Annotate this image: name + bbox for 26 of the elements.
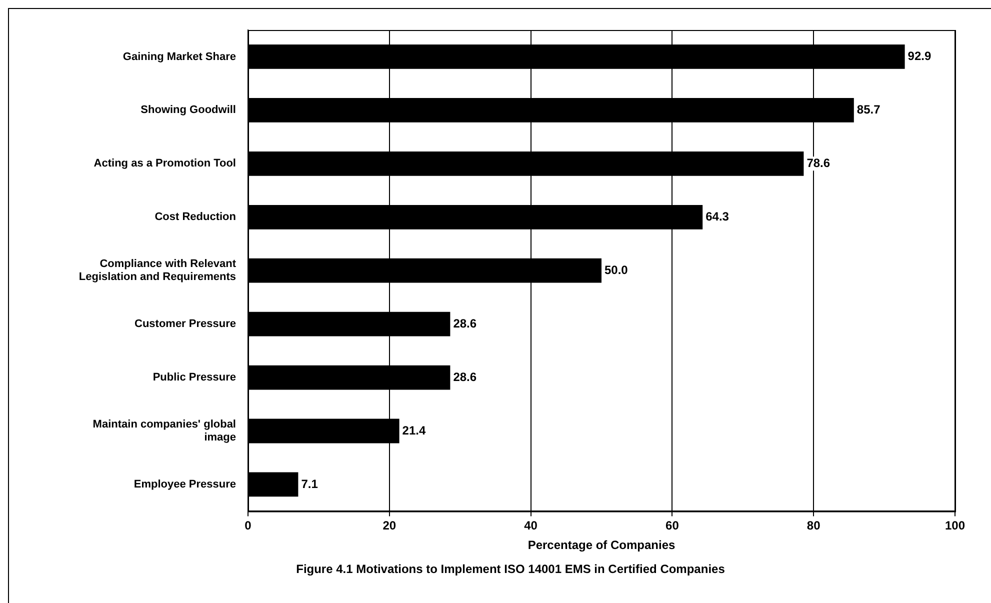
y-tick-label: Compliance with Relevant Legislation and Requirements (78, 258, 236, 284)
data-label: 92.9 (908, 49, 932, 64)
y-tick-label: Gaining Market Share (122, 50, 236, 63)
x-tick-label: 20 (382, 518, 396, 533)
data-label: 50.0 (604, 262, 628, 277)
x-tick-label: 60 (666, 518, 680, 533)
data-label: 28.6 (453, 316, 477, 330)
y-tick-label: Public Pressure (152, 372, 236, 384)
y-tick-label: Showing Goodwill (140, 104, 236, 116)
data-label: 85.7 (856, 102, 881, 117)
y-tick-label: Employee Pressure (134, 478, 236, 490)
x-axis-title: Percentage of Companies (528, 538, 676, 552)
y-tick-label: Customer Pressure (134, 318, 236, 330)
x-tick-label: 40 (524, 518, 538, 533)
x-tick-label: 0 (244, 518, 252, 533)
data-label: 21.4 (402, 423, 426, 438)
data-label: 78.6 (806, 156, 830, 170)
caption: Figure 4.1 Motivations to Implement ISO 14001 EMS in Certified Companies (295, 562, 726, 576)
data-label: 28.6 (453, 370, 477, 384)
y-tick-label: Acting as a Promotion Tool (94, 158, 236, 170)
y-tick-label: Cost Reduction (154, 211, 236, 224)
data-label: 7.1 (301, 476, 318, 491)
x-tick-label: 100 (944, 518, 966, 533)
y-tick-label: Maintain companies' global image (92, 418, 236, 444)
x-tick-label: 80 (806, 518, 821, 533)
data-label: 64.3 (706, 209, 730, 224)
